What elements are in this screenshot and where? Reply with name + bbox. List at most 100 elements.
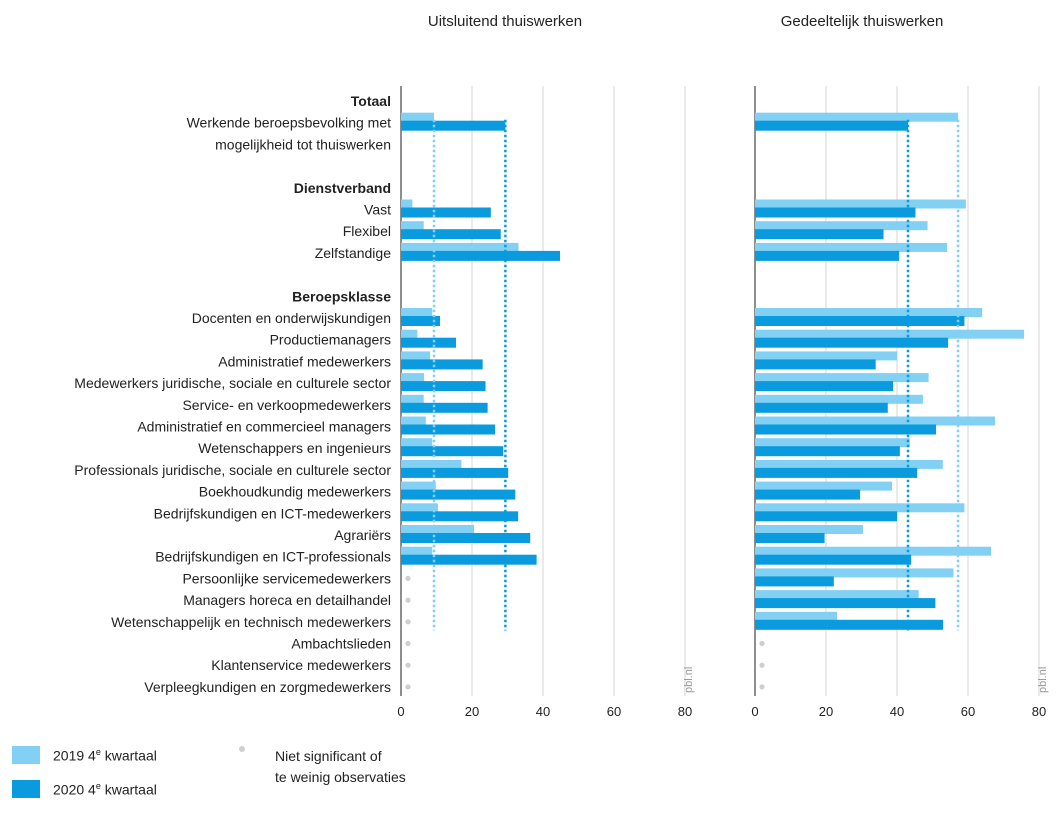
bar-v2020 xyxy=(755,207,916,218)
row-label: Professionals juridische, sociale en cul… xyxy=(74,462,391,478)
bar-v2020 xyxy=(401,489,516,500)
bar-v2019 xyxy=(755,308,983,317)
bar-v2019 xyxy=(401,459,462,469)
bar-v2019 xyxy=(755,568,954,578)
legend-item-2020: 2020 4e kwartaal xyxy=(12,780,157,798)
bar-v2020 xyxy=(401,381,486,392)
row-label: Medewerkers juridische, sociale en cultu… xyxy=(74,375,391,391)
bar-v2019 xyxy=(401,394,424,404)
bar-v2019 xyxy=(755,221,928,231)
bar-v2020 xyxy=(755,120,909,131)
x-tick-label: 20 xyxy=(465,704,479,719)
row-label: Agrariërs xyxy=(334,527,391,543)
bar-v2019 xyxy=(401,481,436,491)
bar-v2019 xyxy=(401,112,435,122)
bar-v2019 xyxy=(755,590,919,600)
x-tick-label: 40 xyxy=(890,704,904,719)
bar-v2019 xyxy=(755,199,966,209)
x-tick-label: 0 xyxy=(751,704,758,719)
bar-v2020 xyxy=(401,402,488,413)
bar-v2020 xyxy=(401,337,457,348)
section-header: Dienstverband xyxy=(294,180,391,196)
bar-v2019 xyxy=(755,503,965,513)
bar-v2019 xyxy=(755,329,1025,339)
row-label: Wetenschappelijk en technisch medewerker… xyxy=(111,614,391,630)
bar-v2019 xyxy=(755,242,948,252)
bar-v2019 xyxy=(755,416,995,426)
panel-title-1: Uitsluitend thuiswerken xyxy=(428,13,582,30)
bar-v2019 xyxy=(401,416,426,426)
x-tick-label: 60 xyxy=(607,704,621,719)
row-label: Klantenservice medewerkers xyxy=(211,657,391,673)
bar-v2020 xyxy=(755,489,861,500)
section-header: Totaal xyxy=(351,93,391,109)
bar-v2020 xyxy=(755,576,834,587)
row-label: Bedrijfskundigen en ICT-medewerkers xyxy=(154,505,391,521)
bar-v2020 xyxy=(401,250,561,261)
bar-v2019 xyxy=(755,525,863,534)
panel-title-2: Gedeeltelijk thuiswerken xyxy=(781,13,944,30)
bar-v2020 xyxy=(755,598,936,609)
x-tick-label: 40 xyxy=(536,704,550,719)
bar-v2020 xyxy=(755,359,876,370)
bar-v2020 xyxy=(755,619,944,630)
bar-v2020 xyxy=(401,359,483,370)
x-tick-label: 80 xyxy=(1032,704,1046,719)
bar-v2020 xyxy=(401,554,537,565)
not-significant-dot xyxy=(405,619,411,625)
bar-v2019 xyxy=(401,329,418,339)
bar-v2020 xyxy=(401,467,509,478)
row-label: Verpleegkundigen en zorgmedewerkers xyxy=(144,679,391,695)
bar-v2019 xyxy=(755,394,923,404)
row-label: mogelijkheid tot thuiswerken xyxy=(215,136,391,152)
bar-v2020 xyxy=(755,511,897,522)
not-significant-dot xyxy=(759,684,765,690)
bar-v2020 xyxy=(401,533,531,543)
legend-ns-dot xyxy=(239,746,245,752)
bar-v2020 xyxy=(401,424,496,435)
bar-v2019 xyxy=(401,242,519,252)
x-tick-label: 20 xyxy=(819,704,833,719)
bar-v2019 xyxy=(401,308,433,317)
not-significant-dot xyxy=(405,597,411,603)
row-label: Productiemanagers xyxy=(270,332,391,348)
bar-v2020 xyxy=(755,424,937,435)
bar-v2020 xyxy=(401,446,504,457)
not-significant-dot xyxy=(759,640,765,647)
bar-v2019 xyxy=(401,525,475,534)
legend-ns-line1: Niet significant of xyxy=(275,748,382,764)
row-label: Wetenschappers en ingenieurs xyxy=(198,440,391,456)
row-label: Bedrijfskundigen en ICT-professionals xyxy=(155,549,391,565)
bar-v2019 xyxy=(401,438,433,448)
x-tick-label: 0 xyxy=(397,704,404,719)
bar-v2020 xyxy=(401,511,519,522)
row-label: Persoonlijke servicemedewerkers xyxy=(182,570,391,586)
legend-label-2019: 2019 4e kwartaal xyxy=(53,746,157,764)
legend-item-2019: 2019 4e kwartaal xyxy=(12,746,157,764)
bar-v2019 xyxy=(755,112,959,122)
not-significant-dot xyxy=(405,640,411,647)
not-significant-dot xyxy=(405,662,411,668)
bar-v2020 xyxy=(401,120,506,131)
row-label: Docenten en onderwijskundigen xyxy=(192,310,391,326)
legend-label-2020: 2020 4e kwartaal xyxy=(53,780,157,798)
bar-v2020 xyxy=(755,229,884,240)
bar-v2019 xyxy=(401,351,431,361)
bar-v2019 xyxy=(401,373,425,383)
legend-ns-line2: te weinig observaties xyxy=(275,769,406,785)
bar-v2019 xyxy=(755,481,893,491)
bar-v2019 xyxy=(755,438,910,448)
legend: 2019 4e kwartaal 2020 4e kwartaal Niet s… xyxy=(12,746,572,821)
x-tick-label: 60 xyxy=(961,704,975,719)
bar-v2019 xyxy=(401,503,438,513)
row-label: Administratief en commercieel managers xyxy=(137,419,391,435)
bar-v2019 xyxy=(755,546,992,556)
legend-swatch-2019 xyxy=(12,746,40,764)
bar-v2020 xyxy=(401,316,441,326)
row-label: Administratief medewerkers xyxy=(218,353,391,369)
bar-v2019 xyxy=(755,351,897,361)
not-significant-dot xyxy=(405,684,411,690)
bar-v2020 xyxy=(755,446,900,457)
bar-v2019 xyxy=(401,199,413,209)
bar-v2020 xyxy=(755,554,912,565)
